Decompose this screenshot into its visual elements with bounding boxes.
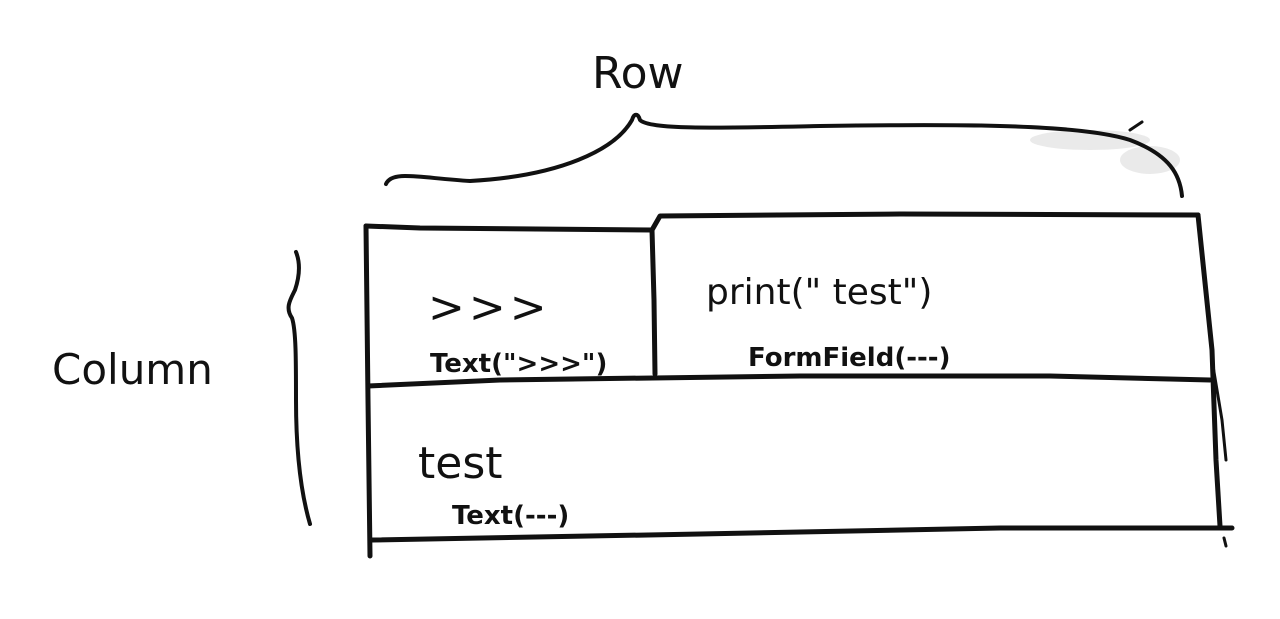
grid-cell-divider xyxy=(649,227,658,377)
column-brace xyxy=(286,250,312,526)
paper-smudge xyxy=(1030,130,1180,174)
cell-top-left-widget: Text(">>>") xyxy=(430,349,607,379)
cell-top-left: >>> Text(">>>") xyxy=(428,282,607,379)
layout-grid xyxy=(363,211,1235,559)
cell-bottom: test Text(---) xyxy=(418,438,569,531)
brace-tick xyxy=(1128,120,1144,132)
row-brace xyxy=(384,112,1184,198)
stray-mark xyxy=(1222,536,1228,548)
grid-right-border xyxy=(1195,212,1223,529)
cell-top-right: print(" test") FormField(---) xyxy=(706,272,950,373)
grid-row-divider xyxy=(365,373,1213,389)
cell-top-right-widget: FormField(---) xyxy=(748,343,950,373)
cell-bottom-widget: Text(---) xyxy=(452,501,569,531)
cell-top-left-main: >>> xyxy=(428,282,551,333)
grid-top-border xyxy=(363,211,1201,233)
grid-bottom-border xyxy=(369,525,1235,543)
grid-left-border xyxy=(363,223,373,559)
row-label: Row xyxy=(592,48,684,99)
cell-bottom-main: test xyxy=(418,438,503,489)
column-label: Column xyxy=(52,345,213,394)
grid-right-scribble xyxy=(1210,358,1228,462)
cell-top-right-main: print(" test") xyxy=(706,272,932,313)
